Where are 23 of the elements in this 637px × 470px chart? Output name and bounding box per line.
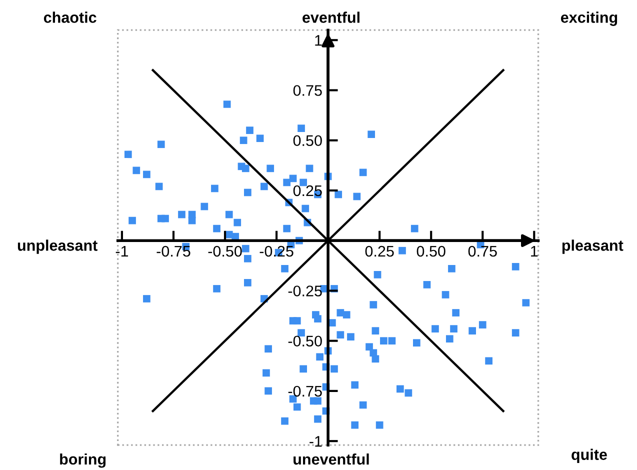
y-tick-label: -0.25 — [288, 286, 322, 296]
y-tick-label: 0.25 — [293, 185, 322, 196]
text: eventful — [302, 12, 360, 23]
x-tick-label: 0.50 — [416, 246, 446, 257]
text: exciting — [560, 12, 618, 26]
y-tick-label: -0.75 — [288, 386, 322, 397]
x-tick-label: -0.75 — [156, 246, 190, 257]
x-tick-label: -1 — [116, 246, 128, 257]
text: chaotic — [44, 12, 96, 23]
text: uneventful — [294, 453, 369, 465]
y-tick-label: 1 — [315, 35, 322, 46]
y-tick-label: 0.50 — [293, 135, 322, 146]
text: pleasant — [562, 240, 624, 254]
x-tick-label: 1 — [531, 246, 538, 257]
y-tick-label: -1 — [310, 436, 322, 447]
x-tick-label: 0.25 — [365, 246, 394, 257]
y-tick-label: 0.75 — [293, 85, 322, 96]
x-tick-label: 0.75 — [468, 246, 497, 257]
x-tick-label: -0.50 — [208, 246, 242, 257]
text: boring — [60, 453, 106, 468]
y-tick-label: -0.50 — [288, 336, 322, 347]
text: unpleasant — [18, 240, 98, 254]
text: quite — [572, 448, 607, 464]
